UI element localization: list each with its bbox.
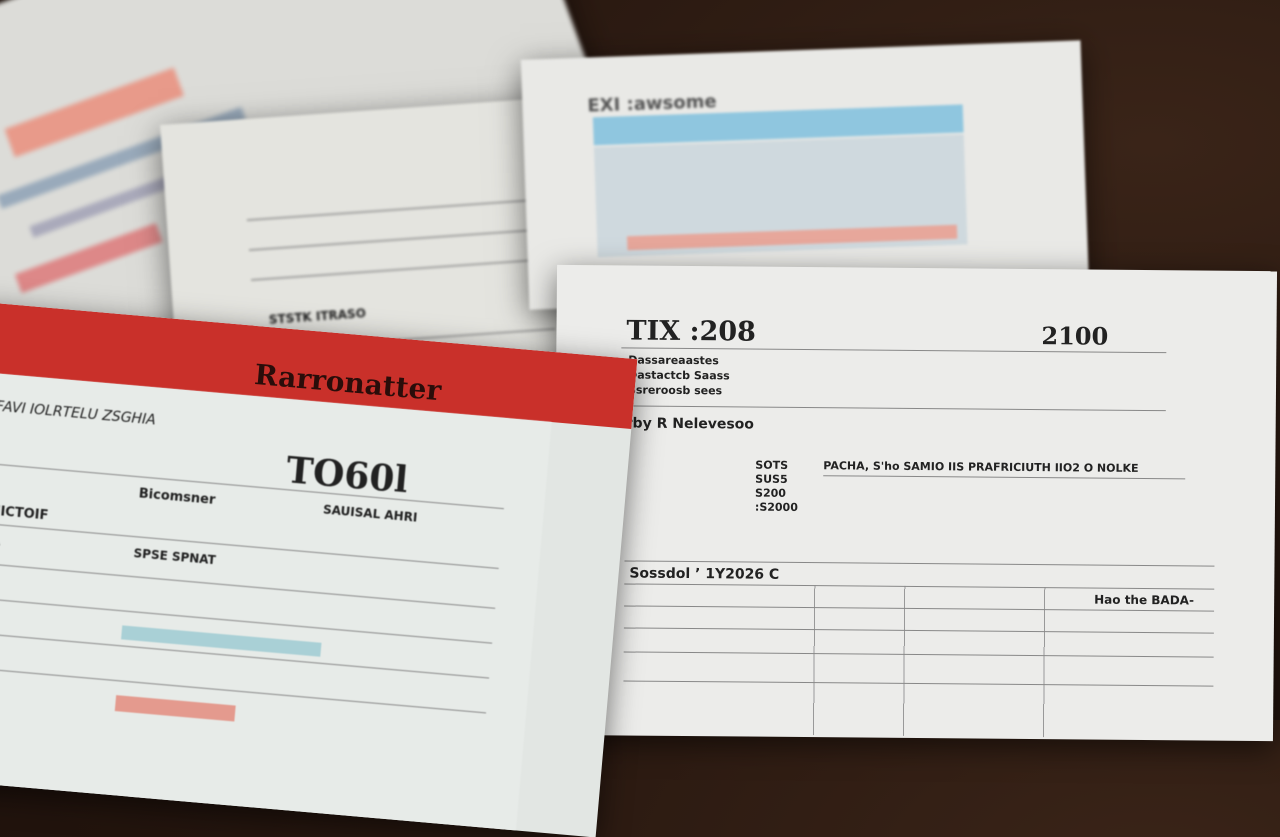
tax-form-front: Rarronatter TO60l FAVI IOLRTELU ZSGHIA B… [0, 300, 638, 837]
row-1: Dastactcb Saass [628, 368, 730, 383]
form-line [248, 228, 549, 252]
amount-2: S200 [755, 486, 787, 500]
back-form-label: STSTK ITRASO [268, 306, 367, 327]
front-line-4: SPSE SPNAT [132, 546, 217, 568]
form-rule [0, 667, 487, 714]
form-year: 2100 [1041, 321, 1109, 351]
form-rule [823, 475, 1186, 480]
form-rule [620, 405, 1166, 412]
form-field: Sossdol ’ 1Y2026 C [629, 565, 780, 583]
front-form-body: TO60l FAVI IOLRTELU ZSGHIA Bicomsner SAU… [0, 369, 552, 837]
front-form-code: TO60l [284, 449, 410, 502]
row-2: Ssreroosb sees [627, 383, 723, 398]
blue-strip [121, 625, 322, 657]
amount-0: SOTS [755, 458, 789, 472]
form-subheading: rby R Nelevesoo [625, 415, 755, 433]
front-line-1: Bicomsner [138, 486, 216, 508]
form-rule [0, 462, 504, 510]
form-line [246, 198, 547, 222]
amount-1: SUS5 [755, 472, 788, 486]
row-0: Dassareaastes [628, 353, 719, 368]
front-line-2: SAUISAL AHRI [322, 502, 418, 525]
form-line [251, 258, 551, 282]
pink-strip [114, 695, 236, 722]
form-title: TIX :208 [626, 315, 757, 348]
tax-form-right: TIX :208 2100 Dassareaastes Dastactcb Sa… [552, 264, 1278, 742]
form-rule [0, 522, 499, 569]
form-right-label: Hao the BADA- [1094, 592, 1195, 608]
front-line-3: TIICTOIF [0, 503, 49, 524]
front-line-0: FAVI IOLRTELU ZSGHIA [0, 398, 157, 429]
front-line-5: FA [0, 533, 1, 548]
row-3: PACHA, S'ho SAMIO IIS PRAFRICIUTH IIO2 O… [823, 459, 1139, 475]
amount-3: :S2000 [754, 500, 798, 514]
form-rule [0, 562, 496, 609]
